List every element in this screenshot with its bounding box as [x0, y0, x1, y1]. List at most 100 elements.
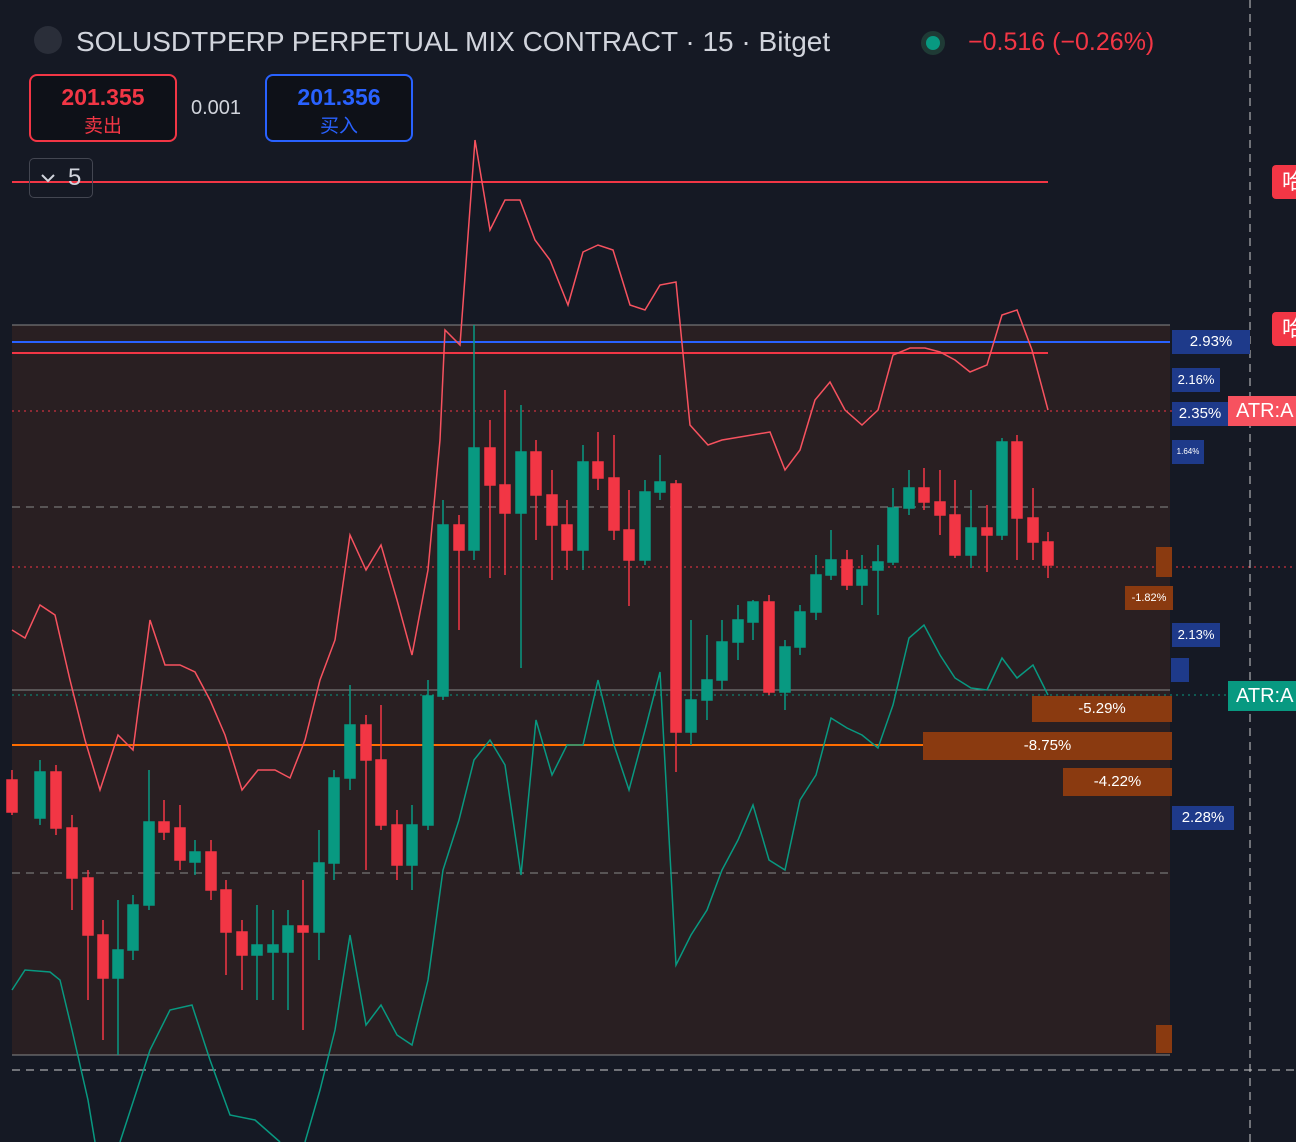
candle — [205, 840, 217, 900]
candle — [903, 470, 915, 515]
volume-block — [1171, 658, 1189, 682]
candle — [313, 830, 325, 960]
candle — [422, 680, 434, 830]
candle — [453, 515, 465, 630]
candle — [1027, 488, 1039, 560]
indicator-toggle[interactable]: 5 — [29, 158, 93, 198]
pct-badge: 2.16% — [1172, 368, 1220, 392]
atr-label: ATR:A — [1228, 396, 1296, 426]
candle — [981, 505, 993, 572]
candle — [515, 405, 527, 668]
candle — [716, 620, 728, 690]
candle — [608, 435, 620, 540]
buy-button[interactable]: 201.356 买入 — [265, 74, 413, 142]
candle — [127, 895, 139, 960]
candle — [561, 500, 573, 570]
sell-label: 卖出 — [83, 116, 122, 137]
sell-button[interactable]: 201.355 卖出 — [29, 74, 177, 142]
candle — [220, 880, 232, 975]
pct-badge: 2.13% — [1172, 623, 1220, 647]
candle — [685, 620, 697, 745]
candle — [344, 685, 356, 790]
candle — [297, 880, 309, 1030]
side-tag: 哈 — [1272, 165, 1296, 199]
candle — [143, 770, 155, 910]
candle — [670, 480, 682, 772]
candle — [639, 480, 651, 565]
pct-badge: -8.75% — [923, 732, 1172, 760]
indicator-count: 5 — [68, 164, 82, 191]
symbol-title: SOLUSDTPERP PERPETUAL MIX CONTRACT · 15 … — [76, 26, 831, 57]
candle — [468, 325, 480, 560]
buy-price: 201.356 — [297, 84, 381, 110]
candle — [484, 420, 496, 578]
candle — [747, 600, 759, 640]
candle — [82, 870, 94, 1000]
candle — [1011, 435, 1023, 560]
candle — [623, 490, 635, 606]
candle — [856, 555, 868, 605]
candle — [112, 900, 124, 1055]
candle — [732, 605, 744, 660]
pct-badge: -4.22% — [1063, 768, 1172, 796]
candle — [267, 910, 279, 1000]
candle — [934, 470, 946, 535]
candle — [701, 635, 713, 720]
pct-badge: -1.82% — [1125, 586, 1173, 610]
spread: 0.001 — [191, 97, 242, 119]
candle — [189, 840, 201, 875]
candle — [174, 805, 186, 870]
price-change: −0.516 (−0.26%) — [968, 28, 1155, 56]
indicator-lower — [304, 623, 1049, 1142]
candle — [6, 770, 18, 815]
pct-badge: 2.93% — [1172, 330, 1250, 354]
candle — [546, 470, 558, 580]
candle — [794, 605, 806, 655]
candle — [996, 438, 1008, 540]
symbol-icon — [34, 26, 62, 54]
candle — [779, 640, 791, 710]
side-tag: 哈 — [1272, 312, 1296, 346]
candle — [825, 530, 837, 580]
candle — [251, 905, 263, 1000]
candle — [887, 488, 899, 565]
candle — [965, 490, 977, 568]
candle — [872, 545, 884, 615]
buy-label: 买入 — [319, 116, 358, 137]
candle — [391, 810, 403, 880]
candle — [282, 910, 294, 1010]
candle — [50, 765, 62, 835]
candle — [592, 432, 604, 490]
candle — [841, 550, 853, 590]
candle — [158, 800, 170, 840]
candle — [918, 468, 930, 510]
candle — [499, 390, 511, 575]
pct-badge: -5.29% — [1032, 696, 1172, 722]
candle — [97, 920, 109, 1040]
candle — [406, 805, 418, 890]
pct-badge: 2.28% — [1172, 806, 1234, 830]
indicator-upper — [11, 139, 1049, 793]
candle — [949, 480, 961, 558]
volume-block — [1156, 1025, 1172, 1053]
chevron-icon — [41, 174, 55, 183]
volume-block — [1156, 547, 1172, 577]
candle — [34, 760, 46, 825]
candle — [1042, 532, 1054, 578]
candle — [328, 770, 340, 880]
candle — [375, 705, 387, 830]
indicator-lower — [11, 969, 96, 1142]
pct-badge: 2.35% — [1172, 402, 1228, 426]
candle — [654, 455, 666, 500]
candle — [763, 595, 775, 695]
pct-badge: 1.64% — [1172, 440, 1204, 464]
indicator-lower — [119, 1004, 281, 1142]
candle — [530, 440, 542, 540]
candle — [577, 445, 589, 570]
candle — [236, 920, 248, 990]
candle — [66, 815, 78, 910]
atr-label: ATR:A — [1228, 681, 1296, 711]
status-dot — [926, 36, 940, 50]
